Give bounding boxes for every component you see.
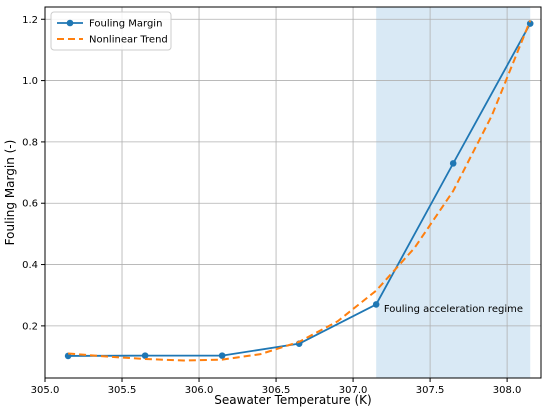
y-tick-label: 0.8 [22,137,38,148]
legend-box [50,11,172,51]
series-line-nonlinear-trend [68,20,532,362]
data-point [526,20,534,27]
x-tick-label: 307.5 [416,385,445,396]
legend-label: Fouling Margin [89,19,162,30]
legend: Fouling Margin Nonlinear Trend [50,11,172,51]
y-tick-label: 0.6 [22,199,38,210]
plot-frame [44,6,542,379]
data-point [141,352,149,359]
x-axis-title: Seawater Temperature (K) [214,393,371,407]
legend-label: Nonlinear Trend [89,35,168,46]
x-tick-label: 308.0 [493,385,522,396]
x-tick-label: 306.0 [185,385,214,396]
legend-marker [66,19,74,27]
axes-layer [44,6,542,379]
data-point [449,160,457,167]
tick-layer: 305.0 305.5 306.0 306.5 307.0 307.5 308.0 0.2 0.… [22,15,521,396]
data-point [218,352,226,359]
y-axis-title: Fouling Margin (-) [3,140,17,246]
grid-layer [44,7,541,378]
x-tick-label: 305.5 [108,385,137,396]
annotation-layer: Fouling acceleration regime [384,304,523,315]
x-tick-label: 305.0 [31,385,60,396]
x-tick-label: 307.0 [339,385,368,396]
x-tick-label: 306.5 [262,385,291,396]
y-tick-label: 1.0 [22,76,38,87]
y-tick-label: 1.2 [22,15,38,26]
label-layer: Seawater Temperature (K) Fouling Margin (… [3,140,372,407]
annotation-label: Fouling acceleration regime [384,304,523,315]
y-tick-label: 0.2 [22,321,38,332]
data-point [372,301,380,308]
series-layer [64,20,534,362]
y-tick-label: 0.4 [22,260,38,271]
